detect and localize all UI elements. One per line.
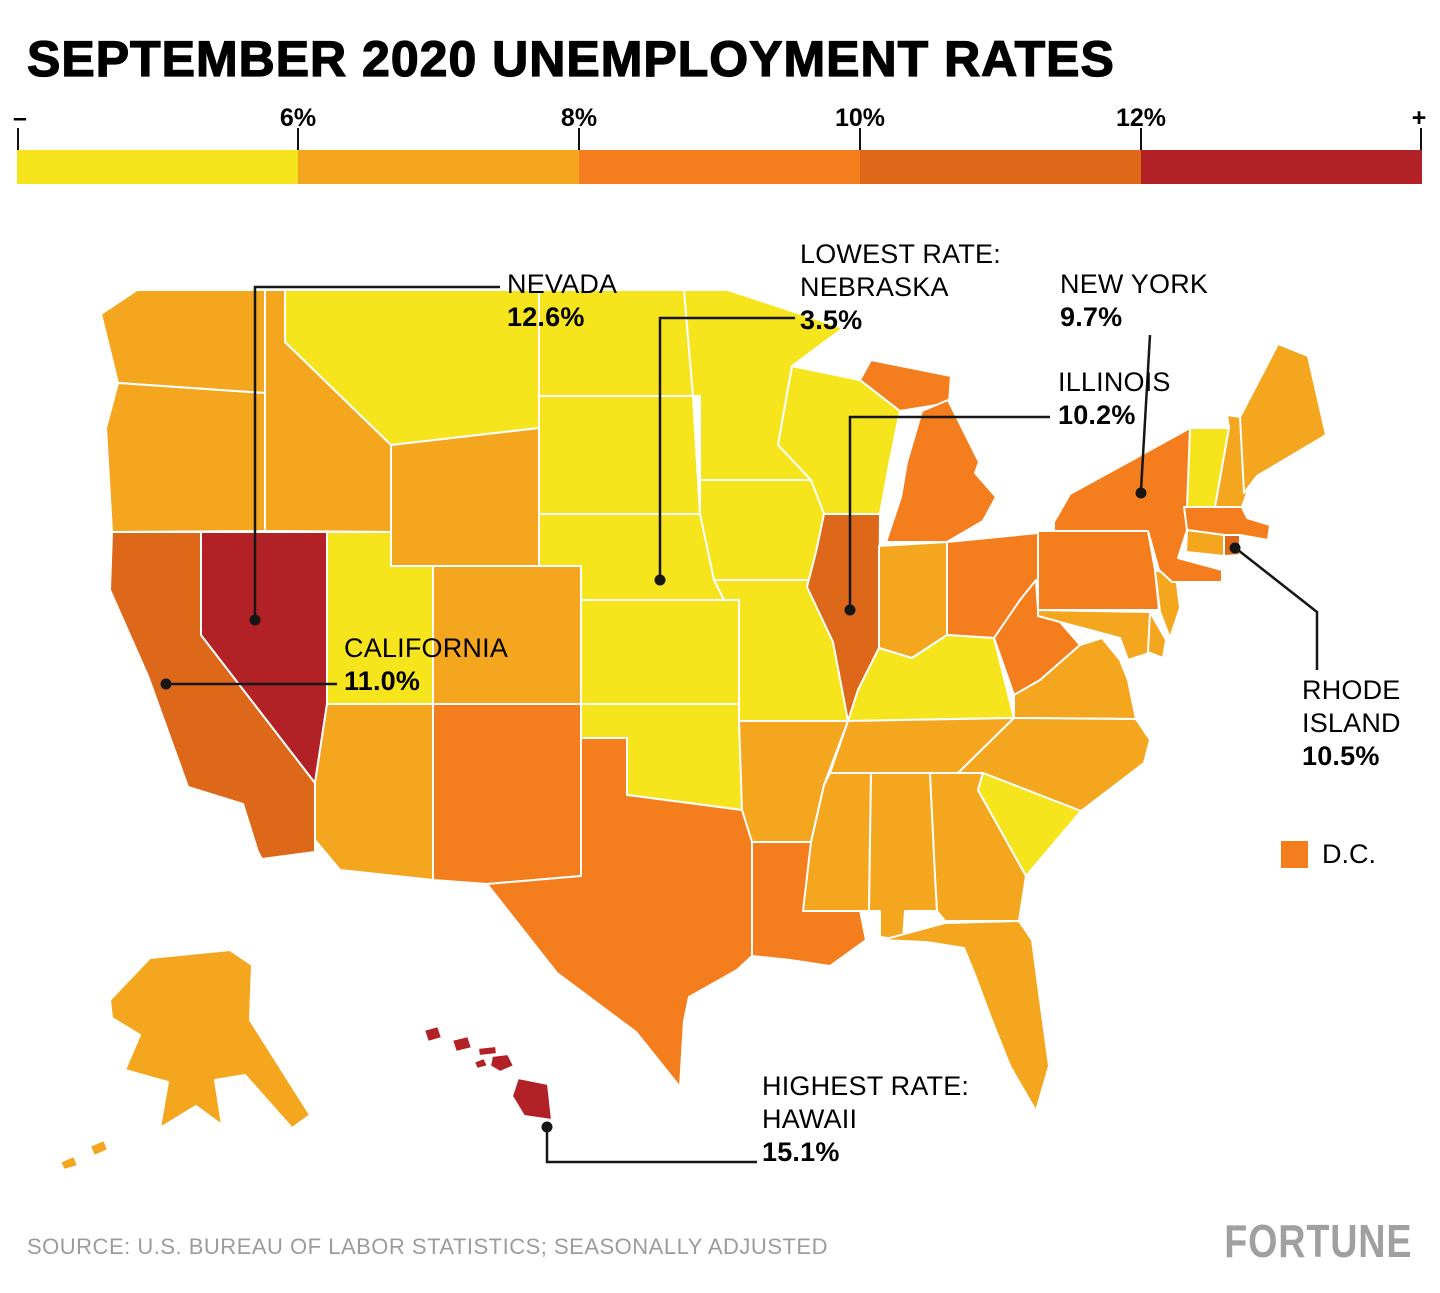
- state-ct: [1185, 529, 1225, 557]
- legend-tick-label-8: 8%: [560, 104, 598, 132]
- leader-dot-illinois: [844, 604, 856, 616]
- callout-caption: HIGHEST RATE:: [762, 1071, 970, 1101]
- callout-state-name: NEW YORK: [1060, 269, 1209, 299]
- source-credit: SOURCE: U.S. BUREAU OF LABOR STATISTICS;…: [27, 1234, 828, 1259]
- state-wa: [100, 289, 266, 394]
- leader-dot-nebraska: [654, 574, 666, 586]
- callout-illinois: ILLINOIS 10.2%: [1058, 366, 1171, 432]
- leader-line-nevada: [253, 285, 500, 620]
- leader-line-hawaii: [545, 1130, 757, 1164]
- legend-segment-c5: [1141, 150, 1422, 184]
- state-nc: [957, 717, 1151, 812]
- state-ks: [580, 599, 740, 705]
- legend-segment-c4: [860, 150, 1141, 184]
- state-sd: [538, 395, 701, 515]
- us-choropleth-map: [59, 285, 1327, 1171]
- leader-line-new-york: [1139, 334, 1152, 491]
- leader-dot-nevada: [249, 614, 261, 626]
- callout-hawaii: HIGHEST RATE: HAWAII 15.1%: [762, 1070, 969, 1169]
- state-sc: [977, 772, 1082, 877]
- state-wi: [777, 365, 901, 515]
- leader-dot-california: [160, 678, 172, 690]
- state-mi: [885, 399, 997, 543]
- legend-max-label: +: [1411, 104, 1427, 132]
- state-or: [105, 382, 266, 533]
- callout-state-name: NEBRASKA: [800, 272, 949, 302]
- leader-dot-rhode-island: [1229, 542, 1241, 554]
- legend-gradient-bar: [17, 150, 1422, 184]
- legend-tick-label-10: 10%: [834, 104, 886, 132]
- state-hi: [511, 1077, 553, 1121]
- state-hi: [489, 1053, 515, 1073]
- callout-value: 15.1%: [762, 1137, 840, 1167]
- callout-state-name: CALIFORNIA: [344, 633, 509, 663]
- leader-line-illinois: [848, 415, 1050, 610]
- callout-nevada: NEVADA 12.6%: [507, 268, 617, 334]
- callout-value: 12.6%: [507, 302, 585, 332]
- page-title: SEPTEMBER 2020 UNEMPLOYMENT RATES: [26, 30, 1115, 87]
- callout-state-name: ISLAND: [1302, 708, 1401, 738]
- state-me: [1239, 343, 1327, 494]
- legend-tick: [297, 128, 299, 168]
- callout-value: 9.7%: [1060, 302, 1123, 332]
- legend-tick: [859, 128, 861, 168]
- legend-tick: [578, 128, 580, 168]
- callout-value: 10.2%: [1058, 400, 1136, 430]
- state-ak: [109, 949, 311, 1129]
- leader-dot-new-york: [1135, 487, 1147, 499]
- fortune-logo: FORTUNE: [1223, 1215, 1412, 1267]
- state-hi: [423, 1025, 443, 1043]
- state-fl: [881, 920, 1050, 1112]
- state-hi: [477, 1045, 498, 1057]
- dc-swatch: [1281, 841, 1308, 868]
- leader-dot-hawaii: [541, 1121, 553, 1133]
- state-az: [314, 703, 434, 881]
- state-ak: [89, 1139, 109, 1157]
- state-al: [868, 772, 938, 941]
- callout-state-name: ILLINOIS: [1058, 367, 1171, 397]
- leader-line-rhode-island: [1237, 549, 1319, 670]
- legend-tick: [1420, 128, 1422, 168]
- callout-state-name: HAWAII: [762, 1104, 858, 1134]
- legend-tick: [1140, 128, 1142, 168]
- legend-segment-c1: [17, 150, 298, 184]
- callout-value: 11.0%: [344, 666, 421, 696]
- callout-nebraska: LOWEST RATE: NEBRASKA 3.5%: [800, 238, 1001, 337]
- legend-min-label: –: [13, 104, 27, 132]
- state-hi: [473, 1057, 489, 1070]
- state-de: [1147, 611, 1167, 659]
- legend-tick-label-12: 12%: [1115, 104, 1167, 132]
- state-mi: [859, 359, 952, 412]
- state-va: [1013, 637, 1137, 720]
- callout-caption: LOWEST RATE:: [800, 239, 1001, 269]
- callout-state-name: NEVADA: [507, 269, 618, 299]
- callout-value: 3.5%: [800, 305, 863, 335]
- legend-segment-c3: [579, 150, 860, 184]
- callout-state-name: RHODE: [1302, 675, 1401, 705]
- state-ky: [847, 634, 1015, 722]
- state-ak: [59, 1155, 79, 1171]
- state-nm: [432, 703, 582, 885]
- callout-rhode-island: RHODE ISLAND 10.5%: [1302, 674, 1401, 773]
- state-tx: [486, 737, 753, 1088]
- callout-value: 10.5%: [1302, 741, 1380, 771]
- dc-label: D.C.: [1322, 839, 1376, 869]
- legend-tick: [17, 128, 19, 168]
- state-ny: [1053, 427, 1223, 583]
- state-hi: [451, 1035, 473, 1053]
- callout-new-york: NEW YORK 9.7%: [1060, 268, 1208, 334]
- callout-california: CALIFORNIA 11.0%: [344, 632, 508, 698]
- state-wy: [390, 427, 540, 567]
- legend-tick-label-6: 6%: [279, 104, 317, 132]
- leader-line-nebraska: [658, 316, 795, 580]
- legend-segment-c2: [298, 150, 579, 184]
- state-pa: [1037, 530, 1160, 611]
